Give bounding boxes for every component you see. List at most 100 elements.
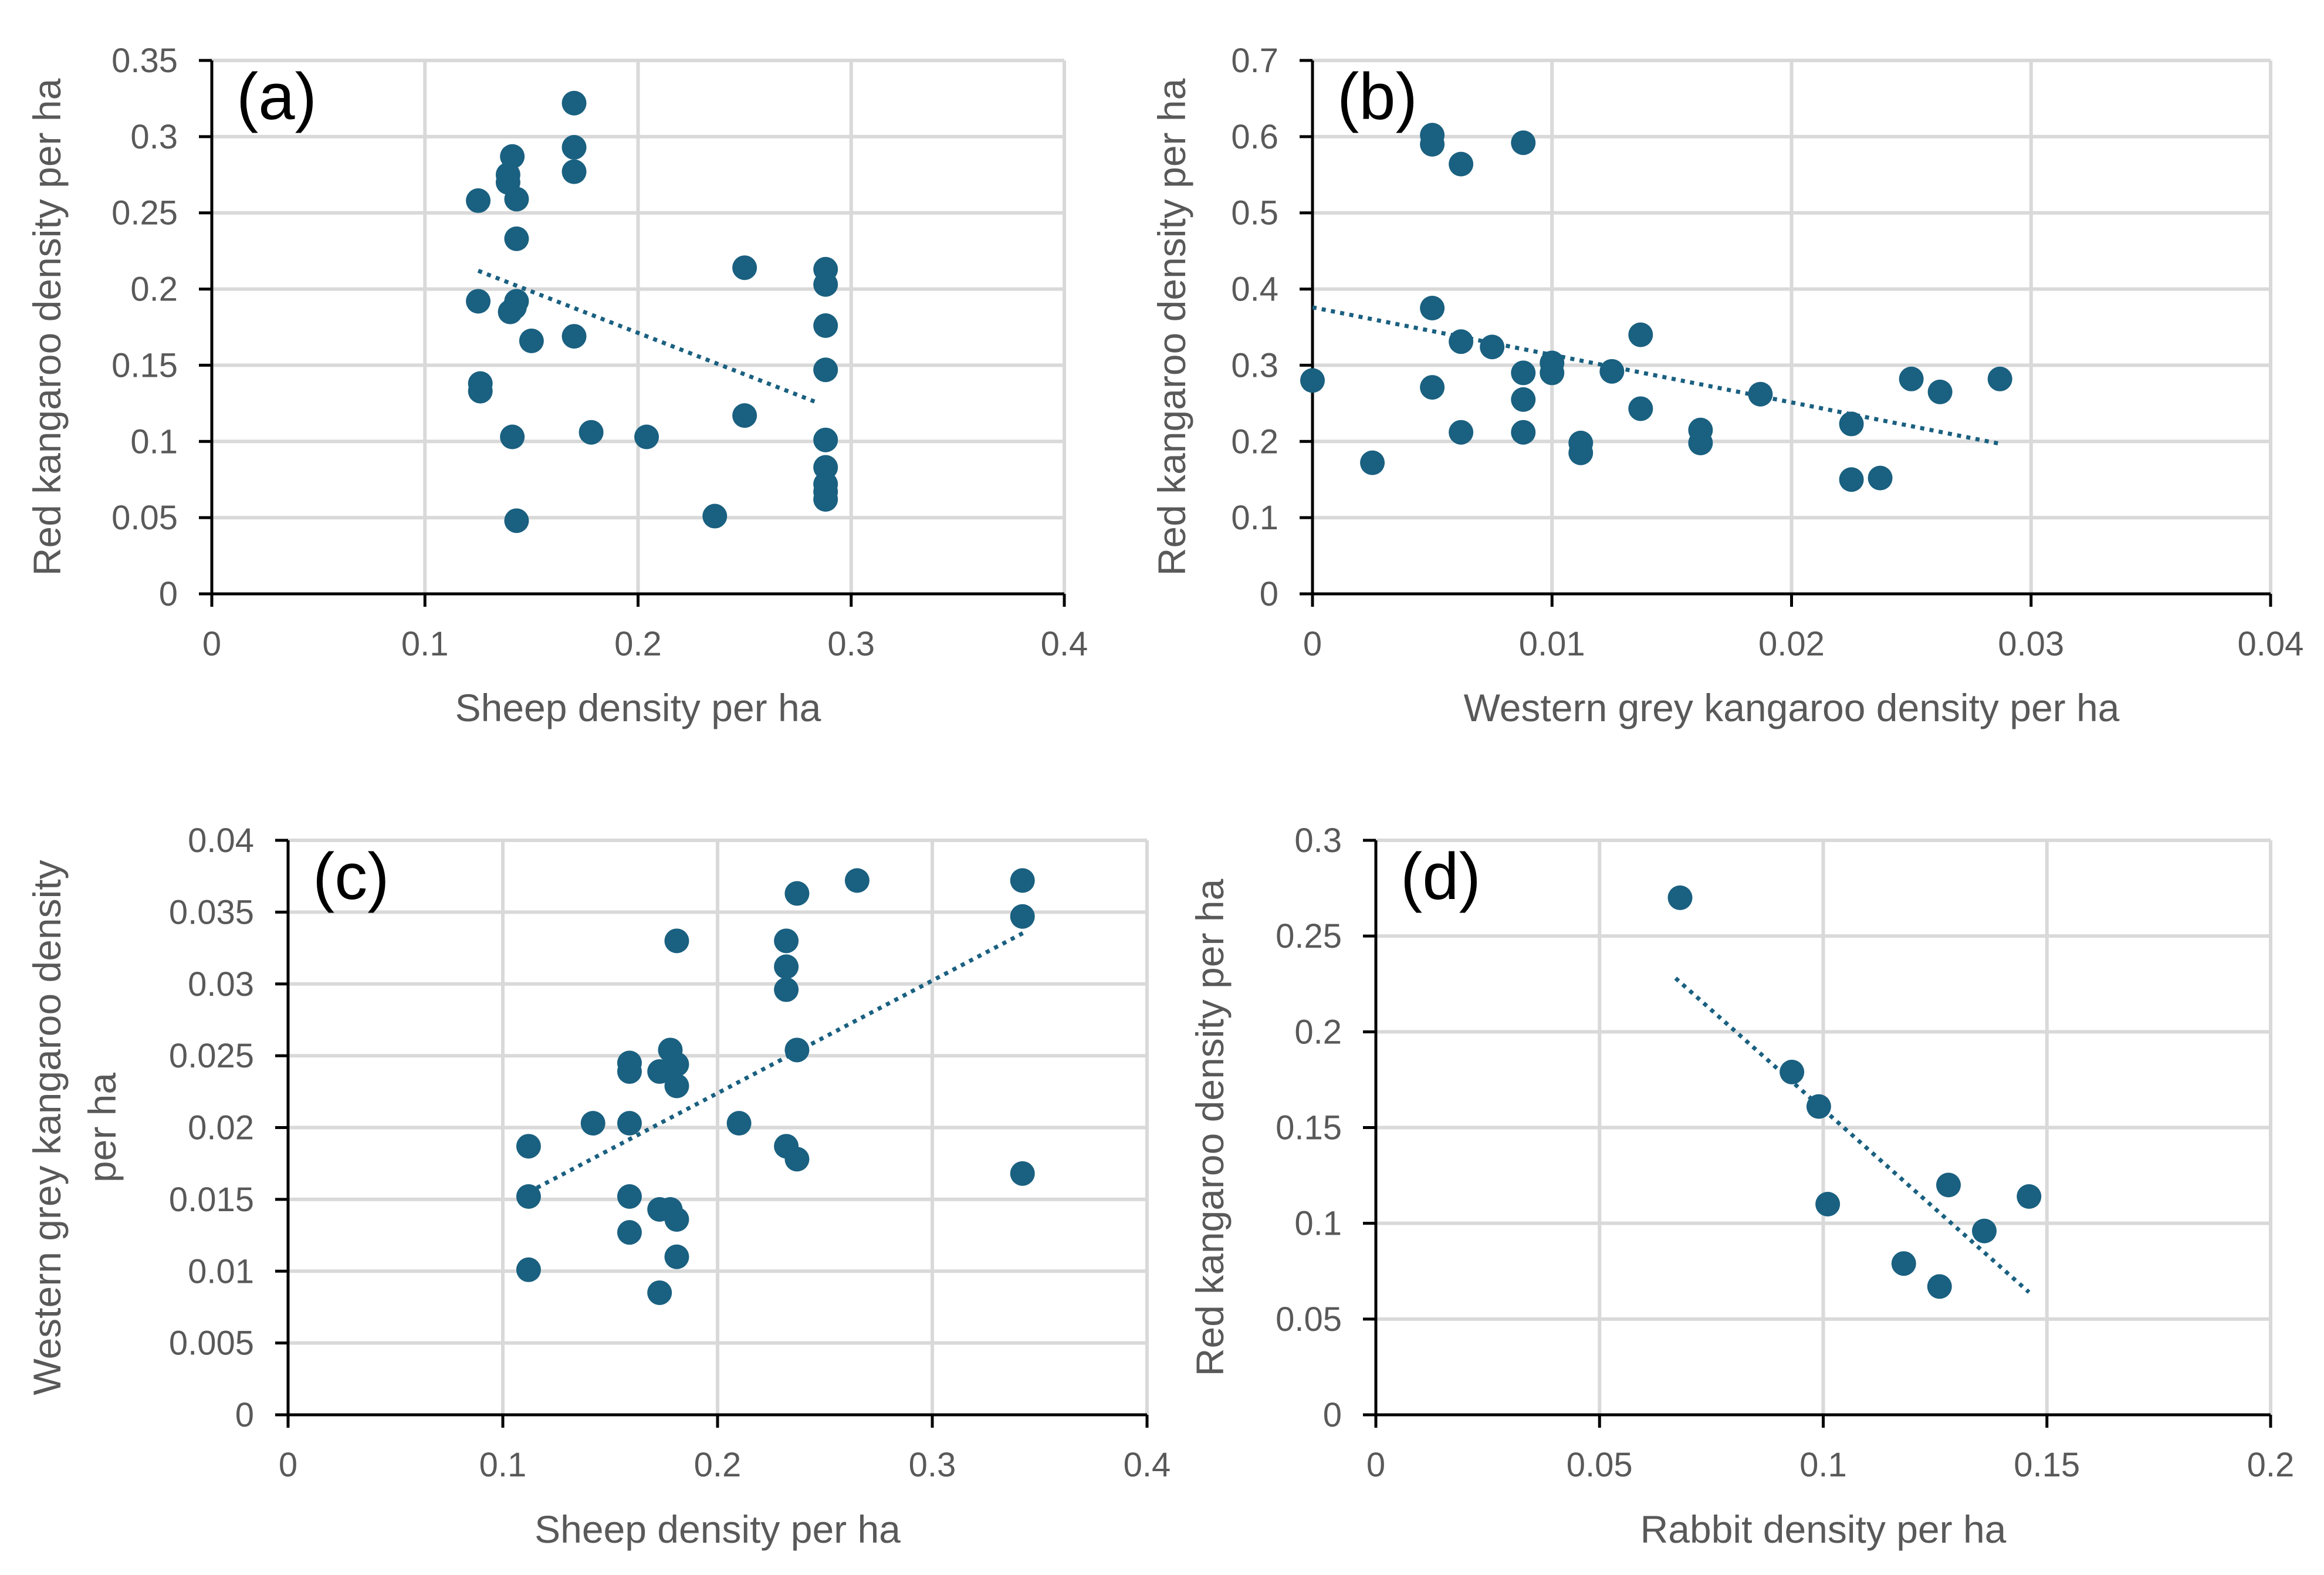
y-tick-label: 0.3 [130, 118, 178, 156]
y-tick-label: 0.1 [1231, 499, 1278, 537]
y-tick-label: 0.2 [130, 271, 178, 309]
data-point [813, 486, 838, 512]
data-point [1360, 450, 1385, 475]
data-point [2017, 1184, 2042, 1209]
data-point [664, 1207, 689, 1232]
y-tick-label: 0 [1260, 575, 1278, 613]
data-point [1667, 885, 1693, 910]
data-point [784, 1147, 810, 1172]
data-point [726, 1111, 752, 1136]
data-point [617, 1059, 642, 1084]
data-point [1010, 1161, 1035, 1186]
y-axis-title: Red kangaroo density per ha [25, 78, 69, 576]
data-point [1511, 420, 1536, 445]
data-point [1599, 359, 1625, 384]
data-point [561, 135, 587, 160]
data-point [1972, 1218, 1997, 1243]
data-point [516, 1257, 541, 1282]
y-tick-label: 0.015 [169, 1181, 254, 1219]
x-axis-title: Western grey kangaroo density per ha [1464, 686, 2120, 729]
x-tick-label: 0 [202, 625, 221, 663]
data-point [519, 328, 544, 353]
data-point [1420, 131, 1445, 157]
x-tick-label: 0.15 [2014, 1446, 2080, 1484]
data-point [1936, 1172, 1961, 1198]
data-point [1839, 467, 1864, 492]
x-tick-label: 0.01 [1519, 625, 1585, 663]
y-tick-label: 0.05 [111, 499, 178, 537]
x-tick-label: 0.02 [1758, 625, 1825, 663]
data-point [500, 424, 525, 449]
data-point [617, 1111, 642, 1136]
data-point [1839, 411, 1864, 437]
x-tick-label: 0.1 [401, 625, 449, 663]
y-tick-label: 0.005 [169, 1324, 254, 1363]
data-point [516, 1134, 541, 1159]
panel-d: 0 0.05 0.1 0.15 0.2 0 0.05 0.1 0.15 0.2 0.25 0.3 Rab… [1188, 822, 2294, 1551]
panel-label: (b) [1337, 60, 1418, 133]
data-point [561, 324, 587, 349]
x-tick-label: 0.04 [2238, 625, 2304, 663]
y-tick-label: 0.25 [1276, 917, 1342, 955]
y-axis-title: per ha [80, 1073, 124, 1182]
y-tick-label: 0.02 [188, 1109, 254, 1147]
y-tick-label: 0.5 [1231, 194, 1278, 232]
data-point [504, 508, 529, 533]
y-tick-label: 0.3 [1294, 822, 1342, 860]
data-point [732, 255, 757, 280]
y-tick-label: 0.25 [111, 194, 178, 232]
data-point [813, 313, 838, 338]
x-tick-label: 0.3 [827, 625, 875, 663]
data-point [502, 295, 527, 320]
x-axis-title: Sheep density per ha [455, 686, 821, 729]
data-point [1010, 868, 1035, 893]
y-tick-label: 0.15 [1276, 1109, 1342, 1147]
y-tick-label: 0.035 [169, 893, 254, 931]
data-point [664, 1073, 689, 1099]
x-tick-label: 0 [1366, 1446, 1385, 1484]
y-tick-label: 0.15 [111, 346, 178, 384]
x-tick-label: 0 [279, 1446, 297, 1484]
y-tick-label: 0.3 [1231, 346, 1278, 384]
data-point [504, 187, 529, 212]
data-point [784, 1037, 810, 1063]
panel-b: 0 0.01 0.02 0.03 0.04 0 0.1 0.2 0.3 0.4 0.5 0.6 0.7 W… [1150, 42, 2303, 729]
data-point [774, 928, 799, 954]
y-tick-label: 0 [1323, 1396, 1342, 1434]
x-tick-label: 0.1 [479, 1446, 527, 1484]
x-tick-label: 0.03 [1998, 625, 2064, 663]
y-tick-label: 0.025 [169, 1037, 254, 1075]
data-point [466, 188, 491, 213]
y-tick-label: 0.1 [130, 423, 178, 461]
data-point [1300, 368, 1325, 393]
x-tick-label: 0.2 [2247, 1446, 2295, 1484]
data-point [1628, 396, 1653, 421]
data-point [664, 1244, 689, 1269]
y-tick-label: 0.6 [1231, 118, 1278, 156]
data-point [647, 1280, 672, 1305]
data-point [1449, 151, 1474, 177]
x-tick-label: 0.4 [1124, 1446, 1171, 1484]
data-point [702, 503, 728, 529]
data-point [561, 159, 587, 184]
data-point [1480, 334, 1505, 360]
x-axis-title: Rabbit density per ha [1640, 1508, 2007, 1551]
data-point [1420, 375, 1445, 400]
data-point [774, 954, 799, 979]
data-point [1540, 360, 1565, 386]
data-point [504, 226, 529, 251]
data-point [617, 1220, 642, 1245]
data-point [468, 378, 493, 404]
y-tick-label: 0.7 [1231, 42, 1278, 80]
y-tick-label: 0.1 [1294, 1205, 1342, 1243]
y-tick-label: 0.4 [1231, 271, 1278, 309]
data-point [813, 427, 838, 452]
x-tick-label: 0.4 [1041, 625, 1088, 663]
data-point [813, 357, 838, 383]
data-point [774, 977, 799, 1002]
y-tick-label: 0.01 [188, 1252, 254, 1290]
data-point [1511, 130, 1536, 156]
panel-label: (d) [1401, 840, 1481, 913]
data-point [813, 272, 838, 297]
x-tick-label: 0.05 [1567, 1446, 1633, 1484]
